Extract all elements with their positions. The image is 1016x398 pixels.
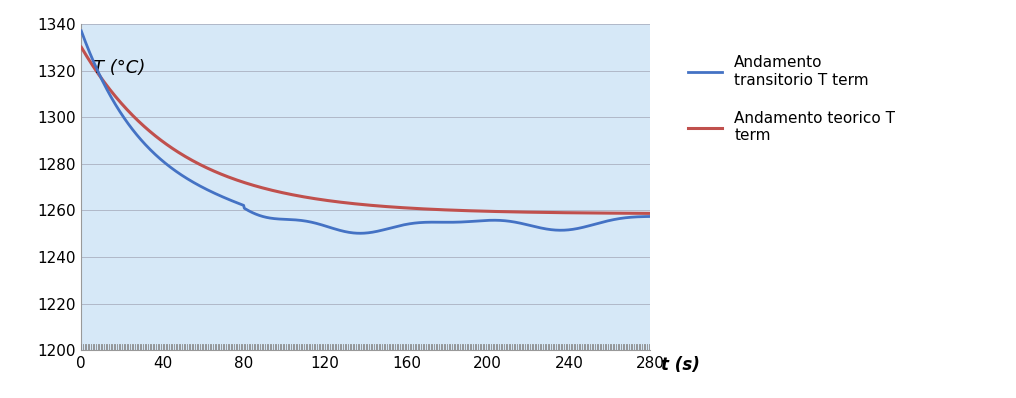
Text: T (°C): T (°C): [93, 59, 146, 77]
Text: t (s): t (s): [661, 356, 700, 374]
Legend: Andamento
transitorio T term, Andamento teorico T
term: Andamento transitorio T term, Andamento …: [689, 55, 895, 143]
